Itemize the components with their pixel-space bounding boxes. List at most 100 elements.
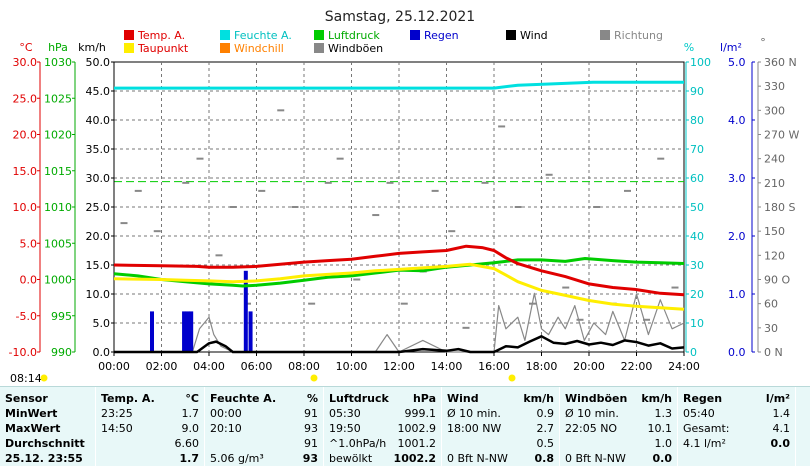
axis-tick-label: 0 (690, 346, 697, 359)
series-layer (113, 80, 685, 354)
pressure-trend: ^1.0hPa/h (329, 437, 387, 450)
direction-point (498, 125, 506, 128)
legend-swatch (600, 30, 610, 40)
axis-unit-label: % (684, 41, 694, 54)
sensor-row-max: MaxWert (5, 422, 61, 435)
axis-tick-label: 0.0 (93, 346, 111, 359)
axis-tick-label: -5.0 (16, 310, 37, 323)
rain-total-value: 4.1 (772, 422, 791, 435)
axis-unit-label: km/h (78, 41, 106, 54)
sensor-row-min: MinWert (5, 407, 58, 420)
axis-tick-label: 0.0 (20, 274, 38, 287)
x-tick-label: 04:00 (193, 360, 225, 373)
humidity-max-time: 20:10 (210, 422, 242, 435)
gusts-header: Windböen (565, 392, 628, 405)
axis-tick-label: 120 (764, 249, 785, 262)
axis-tick-label: 2.0 (728, 230, 746, 243)
axis-units: °C hPa km/h% l/m² ° (19, 36, 765, 54)
weather-chart: Samstag, 25.12.2021 Temp. A. Feuchte A. Lu… (8, 9, 800, 385)
axis-tick-label: 1020 (44, 129, 72, 142)
gusts-avg10-label: Ø 10 min. (565, 407, 619, 420)
axis-tick-label: 60 (690, 172, 704, 185)
rain-today: 4.1 l/m² (683, 437, 726, 450)
wind-avg-value: 0.5 (536, 437, 555, 450)
axis-tick-label: 3.0 (728, 172, 746, 185)
gusts-avg10-value: 1.3 (654, 407, 673, 420)
axis-tick-label: 20 (690, 288, 704, 301)
axis-tick-label: 90 (690, 85, 704, 98)
x-tick-label: 10:00 (336, 360, 368, 373)
axis-tick-label: 35.0 (86, 143, 111, 156)
direction-point (624, 189, 631, 192)
axis-tick-label: 990 (51, 346, 72, 359)
sensor-header: Sensor (5, 392, 48, 405)
axis-tick-label: 1.0 (728, 288, 746, 301)
legend-label: Windchill (234, 42, 284, 55)
axis-tick-label: 100 (690, 56, 711, 69)
legend-swatch (220, 43, 230, 53)
right-axes: 10090807060504030201005.04.03.02.01.00.0… (685, 56, 799, 359)
axis-tick-label: 360 N (764, 56, 797, 69)
chart-title: Samstag, 25.12.2021 (325, 9, 475, 25)
wind-current-value: 0.8 (534, 452, 555, 465)
legend: Temp. A. Feuchte A. Luftdruck Regen Wind Rich… (124, 29, 663, 55)
summary-temp: Temp. A. °C 23:25 1.7 14:50 9.0 6.60 1.7 (96, 387, 204, 466)
humidity-min-time: 00:00 (210, 407, 242, 420)
direction-point (372, 214, 380, 217)
direction-point (258, 189, 266, 192)
axis-tick-label: 30 (764, 322, 778, 335)
axis-tick-label: 80 (690, 114, 704, 127)
direction-point (229, 206, 237, 208)
direction-point (657, 157, 665, 160)
gusts-max-time: 22:05 NO (565, 422, 618, 435)
rain-bar (243, 270, 248, 352)
gusts-current-value: 0.0 (652, 452, 673, 465)
direction-point (153, 230, 161, 233)
pressure-max-time: 19:50 (329, 422, 361, 435)
pressure-avg-value: 1001.2 (397, 437, 437, 450)
axis-tick-label: 30.0 (86, 172, 111, 185)
legend-label: Regen (424, 29, 459, 42)
humidity-avg-value: 91 (304, 437, 318, 450)
axis-tick-label: 20.0 (13, 129, 38, 142)
axis-tick-label: 1000 (44, 274, 72, 287)
legend-swatch (220, 30, 230, 40)
left-axes: 30.0 25.0 20.0 15.0 10.0 5.0 0.0 -5.0 -10.0 1030 1… (9, 56, 115, 359)
legend-swatch (314, 30, 324, 40)
direction-point (182, 181, 190, 184)
temp-max-time: 14:50 (101, 422, 133, 435)
axis-tick-label: 25.0 (86, 201, 111, 214)
humidity-current-value: 93 (302, 452, 318, 465)
summary-rain: Regen l/m² 05:40 1.4 Gesamt: 4.1 4.1 l/m² 0.… (678, 387, 795, 466)
x-tick-label: 18:00 (526, 360, 558, 373)
rain-bar (182, 311, 187, 352)
direction-point (562, 286, 570, 289)
axis-tick-label: 180 S (764, 201, 795, 214)
sensor-row-current: 25.12. 23:55 (5, 452, 83, 465)
direction-point (120, 222, 128, 225)
rain-unit: l/m² (765, 392, 790, 405)
direction-point (196, 157, 204, 160)
axis-tick-label: 60 (764, 298, 778, 311)
rain-bar (185, 311, 190, 352)
temp-avg-value: 6.60 (174, 437, 200, 450)
rain-bar (189, 311, 194, 352)
legend-label: Windböen (328, 42, 383, 55)
gusts-bft: 0 Bft N-NW (565, 452, 626, 465)
direction-point (462, 326, 470, 329)
temp-unit: °C (185, 392, 199, 405)
direction-point (671, 286, 679, 289)
humidity-abs: 5.06 g/m³ (210, 452, 264, 465)
axis-tick-label: 0 N (764, 346, 783, 359)
direction-point (448, 230, 456, 233)
sunrise-marker (40, 374, 48, 382)
rain-current-value: 0.0 (770, 437, 791, 450)
pressure-current-value: 1002.2 (393, 452, 436, 465)
humidity-max-value: 93 (304, 422, 318, 435)
axis-tick-label: 90 O (764, 274, 790, 287)
summary-wind: Wind km/h Ø 10 min. 0.9 18:00 NW 2.7 0.5 0 … (442, 387, 559, 466)
axis-tick-label: 15.0 (86, 259, 111, 272)
direction-point (643, 318, 650, 321)
axis-tick-label: 5.0 (20, 237, 38, 250)
wind-avg10-value: 0.9 (536, 407, 555, 420)
